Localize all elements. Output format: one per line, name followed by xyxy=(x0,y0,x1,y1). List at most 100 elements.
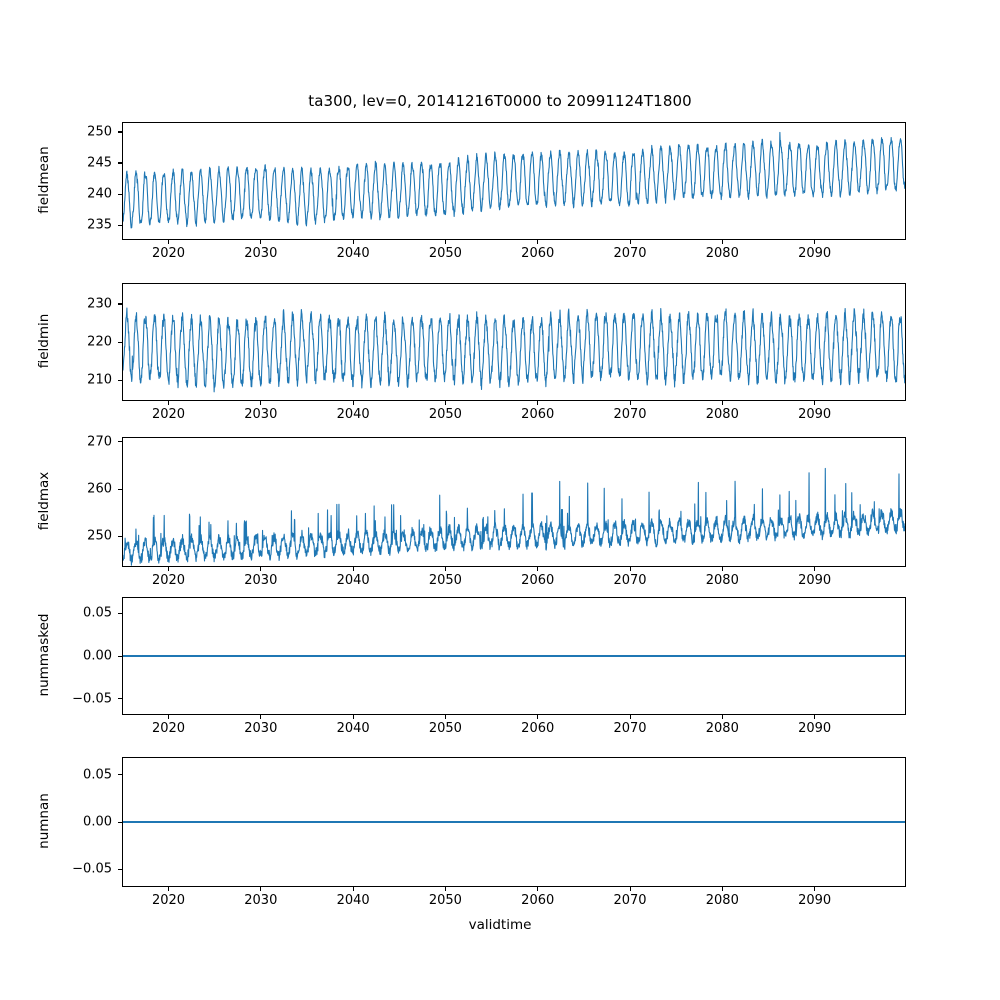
y-tick-mark xyxy=(118,488,122,490)
x-tick-label: 2030 xyxy=(244,893,278,908)
y-tick-mark xyxy=(118,341,122,343)
x-tick-mark xyxy=(629,401,631,405)
axes-nummasked xyxy=(122,597,906,715)
y-tick-mark xyxy=(118,441,122,443)
x-tick-label: 2050 xyxy=(428,721,462,736)
x-tick-mark xyxy=(629,240,631,244)
data-line-fieldmax xyxy=(123,467,905,566)
x-tick-label: 2050 xyxy=(428,573,462,588)
x-tick-label: 2090 xyxy=(798,246,832,261)
series-path xyxy=(123,131,905,229)
x-tick-label: 2070 xyxy=(613,721,647,736)
x-tick-mark xyxy=(168,240,170,244)
x-tick-mark xyxy=(352,715,354,719)
axes-fieldmean xyxy=(122,122,906,240)
x-tick-mark xyxy=(444,887,446,891)
x-tick-label: 2030 xyxy=(244,721,278,736)
x-tick-label: 2080 xyxy=(705,893,739,908)
x-tick-mark xyxy=(814,567,816,571)
y-tick-label-nummasked: 0.05 xyxy=(83,605,112,621)
y-tick-label-nummasked: −0.05 xyxy=(72,691,112,707)
x-tick-mark xyxy=(814,240,816,244)
x-tick-label: 2040 xyxy=(336,721,370,736)
subplot-numnan xyxy=(122,757,906,887)
y-axis-label-fieldmean: fieldmean xyxy=(36,146,52,214)
x-tick-mark xyxy=(721,567,723,571)
x-tick-mark xyxy=(444,567,446,571)
x-tick-label: 2050 xyxy=(428,407,462,422)
x-tick-mark xyxy=(629,715,631,719)
x-tick-mark xyxy=(444,715,446,719)
x-tick-label: 2070 xyxy=(613,246,647,261)
y-tick-mark xyxy=(118,162,122,164)
y-tick-label-fieldmin: 230 xyxy=(87,296,112,312)
x-tick-label: 2040 xyxy=(336,246,370,261)
x-tick-mark xyxy=(537,401,539,405)
y-tick-label-fieldmean: 245 xyxy=(87,155,112,171)
x-tick-label: 2020 xyxy=(151,407,186,422)
x-tick-mark xyxy=(260,567,262,571)
x-axis-label: validtime xyxy=(468,917,532,933)
x-tick-label: 2060 xyxy=(521,721,555,736)
y-tick-label-numnan: 0.00 xyxy=(83,814,112,830)
data-line-numnan xyxy=(123,821,905,823)
y-tick-mark xyxy=(118,774,122,776)
x-tick-mark xyxy=(537,567,539,571)
x-tick-mark xyxy=(168,715,170,719)
y-tick-mark xyxy=(118,612,122,614)
x-tick-label: 2060 xyxy=(521,893,555,908)
x-tick-mark xyxy=(168,567,170,571)
x-tick-mark xyxy=(352,401,354,405)
y-tick-label-numnan: −0.05 xyxy=(72,861,112,877)
x-tick-mark xyxy=(629,567,631,571)
x-tick-mark xyxy=(721,240,723,244)
x-tick-mark xyxy=(537,240,539,244)
x-tick-mark xyxy=(352,240,354,244)
x-tick-mark xyxy=(352,887,354,891)
x-tick-label: 2070 xyxy=(613,573,647,588)
axes-numnan xyxy=(122,757,906,887)
x-tick-label: 2090 xyxy=(798,407,832,422)
figure-title: ta300, lev=0, 20141216T0000 to 20991124T… xyxy=(308,92,692,110)
x-tick-label: 2090 xyxy=(798,893,832,908)
y-tick-label-fieldmax: 260 xyxy=(87,481,112,497)
x-tick-label: 2060 xyxy=(521,246,555,261)
x-tick-mark xyxy=(260,240,262,244)
y-tick-mark xyxy=(118,535,122,537)
x-tick-mark xyxy=(721,401,723,405)
axes-fieldmax xyxy=(122,437,906,567)
y-tick-mark xyxy=(118,868,122,870)
x-tick-label: 2030 xyxy=(244,573,278,588)
x-tick-mark xyxy=(629,887,631,891)
x-tick-label: 2080 xyxy=(705,246,739,261)
y-tick-label-fieldmax: 250 xyxy=(87,528,112,544)
x-tick-label: 2030 xyxy=(244,407,278,422)
x-tick-label: 2040 xyxy=(336,573,370,588)
y-tick-mark xyxy=(118,303,122,305)
y-tick-label-numnan: 0.05 xyxy=(83,767,112,783)
y-tick-mark xyxy=(118,655,122,657)
series-path xyxy=(123,467,905,566)
subplot-fieldmean xyxy=(122,122,906,240)
y-tick-label-fieldmin: 210 xyxy=(87,372,112,388)
subplot-fieldmax xyxy=(122,437,906,567)
x-tick-label: 2020 xyxy=(151,721,186,736)
x-tick-mark xyxy=(814,401,816,405)
x-tick-label: 2020 xyxy=(151,246,186,261)
x-tick-label: 2040 xyxy=(336,893,370,908)
data-line-fieldmin xyxy=(123,307,905,393)
x-tick-label: 2050 xyxy=(428,246,462,261)
x-tick-label: 2080 xyxy=(705,721,739,736)
y-tick-mark xyxy=(118,821,122,823)
x-tick-mark xyxy=(721,887,723,891)
x-tick-label: 2060 xyxy=(521,407,555,422)
axes-fieldmin xyxy=(122,283,906,401)
x-tick-label: 2090 xyxy=(798,721,832,736)
x-tick-mark xyxy=(721,715,723,719)
y-tick-mark xyxy=(118,193,122,195)
y-tick-label-fieldmean: 235 xyxy=(87,217,112,233)
y-tick-label-nummasked: 0.00 xyxy=(83,648,112,664)
x-tick-label: 2020 xyxy=(151,573,186,588)
x-tick-mark xyxy=(260,887,262,891)
